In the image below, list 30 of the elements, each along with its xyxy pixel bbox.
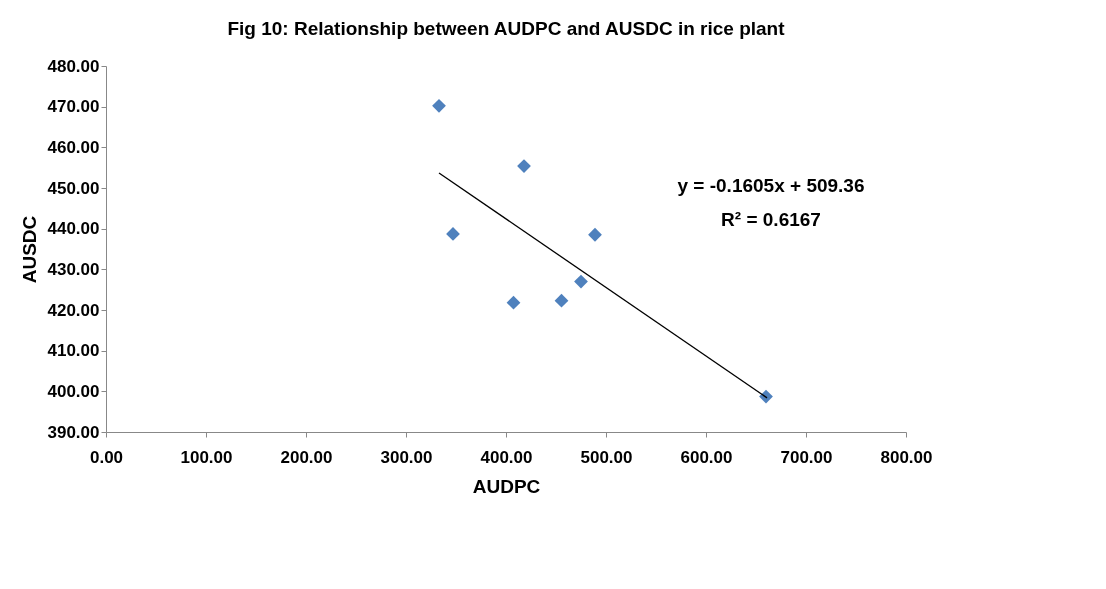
y-tick-label: 410.00 <box>47 341 100 361</box>
y-tick-label: 400.00 <box>47 381 100 401</box>
point <box>574 274 588 289</box>
annotation: R² = 0.6167 <box>721 209 821 230</box>
y-tick-label: 390.00 <box>47 422 100 442</box>
point <box>759 389 773 404</box>
x-tick-label: 100.00 <box>180 447 233 467</box>
x-axis-title: AUDPC <box>472 475 541 497</box>
chart-title: Fig 10: Relationship between AUDPC and AUSDC in rice plant <box>227 18 786 39</box>
y-tick-label: 450.00 <box>47 178 100 198</box>
annotation: y = -0.1605x + 509.36 <box>677 175 865 196</box>
y-tick-label: 480.00 <box>47 56 100 76</box>
x-tick-label: 700.00 <box>780 447 833 467</box>
y-axis-title: AUSDC <box>18 215 40 284</box>
x-tick-label: 500.00 <box>580 447 633 467</box>
y-tick-label: 430.00 <box>47 259 100 279</box>
x-tick-label: 0.00 <box>89 447 124 467</box>
y-tick-label: 440.00 <box>47 219 100 239</box>
x-tick-label: 200.00 <box>280 447 333 467</box>
point <box>506 295 521 310</box>
x-tick-label: 600.00 <box>680 447 733 467</box>
x-tick-label: 400.00 <box>480 447 533 467</box>
x-tick-label: 800.00 <box>880 447 933 467</box>
y-tick-label: 420.00 <box>47 300 100 320</box>
y-tick-label: 470.00 <box>47 97 100 117</box>
point <box>554 293 569 308</box>
point <box>588 227 602 242</box>
x-tick-label: 300.00 <box>380 447 433 467</box>
y-tick-label: 460.00 <box>47 137 100 157</box>
point <box>432 98 446 113</box>
